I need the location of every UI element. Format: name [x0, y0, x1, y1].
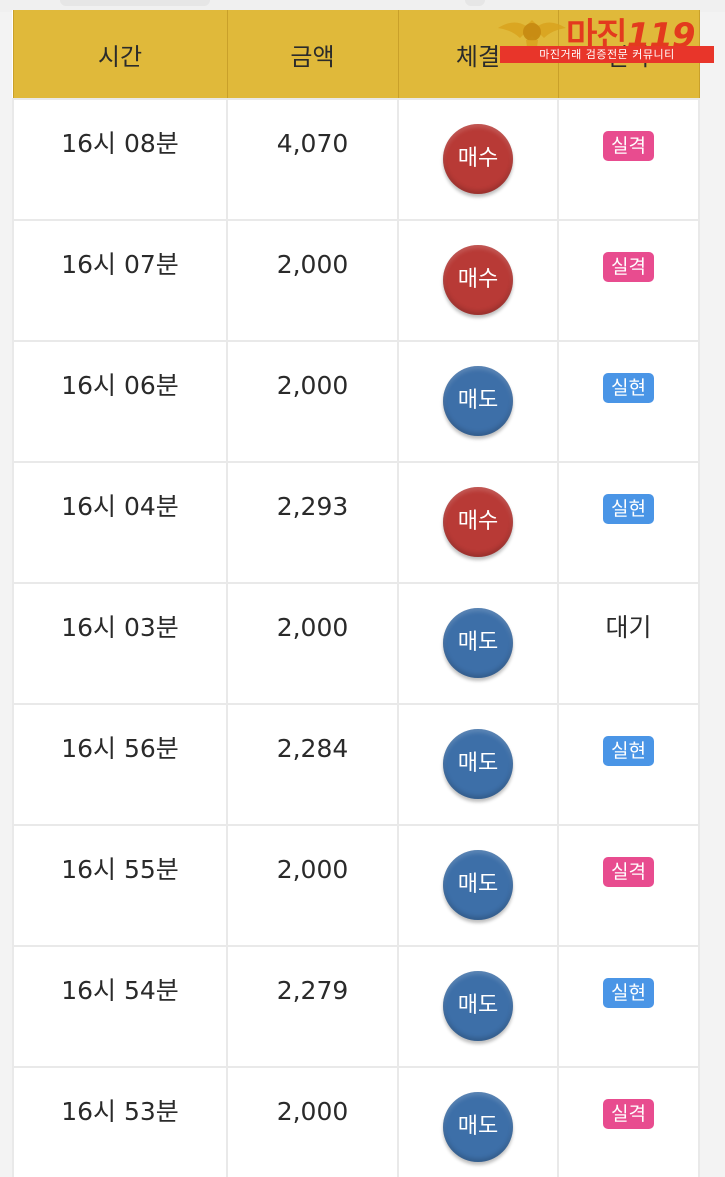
cell-amount: 2,284: [226, 703, 399, 826]
result-real-badge: 실현: [603, 373, 654, 403]
cell-execution: 매도: [397, 1066, 559, 1177]
amount-text: 2,000: [276, 250, 349, 279]
time-text: 16시 06분: [61, 371, 179, 400]
table-row[interactable]: 16시 53분 2,000 매도 실격: [12, 1066, 700, 1177]
cell-result: 대기: [557, 582, 700, 705]
time-text: 16시 08분: [61, 129, 179, 158]
amount-text: 2,000: [276, 855, 349, 884]
cell-amount: 2,000: [226, 824, 399, 947]
cell-amount: 2,000: [226, 219, 399, 342]
time-text: 16시 55분: [61, 855, 179, 884]
cell-result: 실격: [557, 1066, 700, 1177]
cell-amount: 2,000: [226, 582, 399, 705]
cell-result: 실현: [557, 461, 700, 584]
table-row[interactable]: 16시 54분 2,279 매도 실현: [12, 945, 700, 1068]
amount-text: 2,284: [276, 734, 349, 763]
result-fail-badge: 실격: [603, 252, 654, 282]
buy-badge: 매수: [443, 487, 513, 557]
result-fail-badge: 실격: [603, 1099, 654, 1129]
header-row: 시간 금액 체결 결과: [12, 10, 700, 99]
cell-time: 16시 06분: [12, 340, 228, 463]
result-real-badge: 실현: [603, 494, 654, 524]
sell-badge: 매도: [443, 1092, 513, 1162]
table-row[interactable]: 16시 03분 2,000 매도 대기: [12, 582, 700, 705]
cell-amount: 2,000: [226, 1066, 399, 1177]
table-row[interactable]: 16시 08분 4,070 매수 실격: [12, 98, 700, 221]
cell-time: 16시 54분: [12, 945, 228, 1068]
table-row[interactable]: 16시 06분 2,000 매도 실현: [12, 340, 700, 463]
cell-result: 실현: [557, 945, 700, 1068]
cell-time: 16시 53분: [12, 1066, 228, 1177]
buy-badge: 매수: [443, 245, 513, 315]
time-text: 16시 53분: [61, 1097, 179, 1126]
cell-execution: 매도: [397, 703, 559, 826]
cell-time: 16시 03분: [12, 582, 228, 705]
header-amount[interactable]: 금액: [226, 10, 399, 99]
cell-execution: 매도: [397, 824, 559, 947]
tab-hint: [465, 0, 485, 6]
amount-text: 4,070: [276, 129, 349, 158]
table-row[interactable]: 16시 04분 2,293 매수 실현: [12, 461, 700, 584]
time-text: 16시 03분: [61, 613, 179, 642]
sell-badge: 매도: [443, 608, 513, 678]
cell-execution: 매도: [397, 340, 559, 463]
cell-time: 16시 56분: [12, 703, 228, 826]
cell-result: 실현: [557, 340, 700, 463]
time-text: 16시 56분: [61, 734, 179, 763]
result-wait-text: 대기: [605, 613, 652, 642]
cell-result: 실격: [557, 98, 700, 221]
top-strip: [0, 0, 725, 12]
cell-time: 16시 08분: [12, 98, 228, 221]
watermark-logo: 마진119 마진거래 검증전문 커뮤니티: [482, 10, 714, 64]
watermark-tagline: 마진거래 검증전문 커뮤니티: [500, 46, 714, 63]
sell-badge: 매도: [443, 850, 513, 920]
cell-time: 16시 55분: [12, 824, 228, 947]
cell-time: 16시 04분: [12, 461, 228, 584]
result-fail-badge: 실격: [603, 857, 654, 887]
amount-text: 2,000: [276, 613, 349, 642]
time-text: 16시 54분: [61, 976, 179, 1005]
amount-text: 2,293: [276, 492, 349, 521]
cell-execution: 매수: [397, 219, 559, 342]
table-header: 시간 금액 체결 결과: [12, 10, 700, 99]
table-row[interactable]: 16시 07분 2,000 매수 실격: [12, 219, 700, 342]
result-real-badge: 실현: [603, 736, 654, 766]
cell-execution: 매도: [397, 582, 559, 705]
cell-amount: 2,279: [226, 945, 399, 1068]
sell-badge: 매도: [443, 971, 513, 1041]
cell-execution: 매도: [397, 945, 559, 1068]
amount-text: 2,000: [276, 1097, 349, 1126]
cell-amount: 2,000: [226, 340, 399, 463]
cell-result: 실격: [557, 219, 700, 342]
cell-result: 실격: [557, 824, 700, 947]
cell-execution: 매수: [397, 461, 559, 584]
cell-execution: 매수: [397, 98, 559, 221]
amount-text: 2,279: [276, 976, 349, 1005]
time-text: 16시 04분: [61, 492, 179, 521]
cell-amount: 4,070: [226, 98, 399, 221]
cell-amount: 2,293: [226, 461, 399, 584]
amount-text: 2,000: [276, 371, 349, 400]
cell-time: 16시 07분: [12, 219, 228, 342]
header-time[interactable]: 시간: [12, 10, 228, 99]
table-row[interactable]: 16시 56분 2,284 매도 실현: [12, 703, 700, 826]
result-fail-badge: 실격: [603, 131, 654, 161]
table-body: 16시 08분 4,070 매수 실격 16시 07분 2,000 매수 실격 16시 06분 2…: [12, 98, 700, 1177]
buy-badge: 매수: [443, 124, 513, 194]
sell-badge: 매도: [443, 729, 513, 799]
cell-result: 실현: [557, 703, 700, 826]
sell-badge: 매도: [443, 366, 513, 436]
tab-hint: [60, 0, 210, 6]
result-real-badge: 실현: [603, 978, 654, 1008]
table-row[interactable]: 16시 55분 2,000 매도 실격: [12, 824, 700, 947]
time-text: 16시 07분: [61, 250, 179, 279]
